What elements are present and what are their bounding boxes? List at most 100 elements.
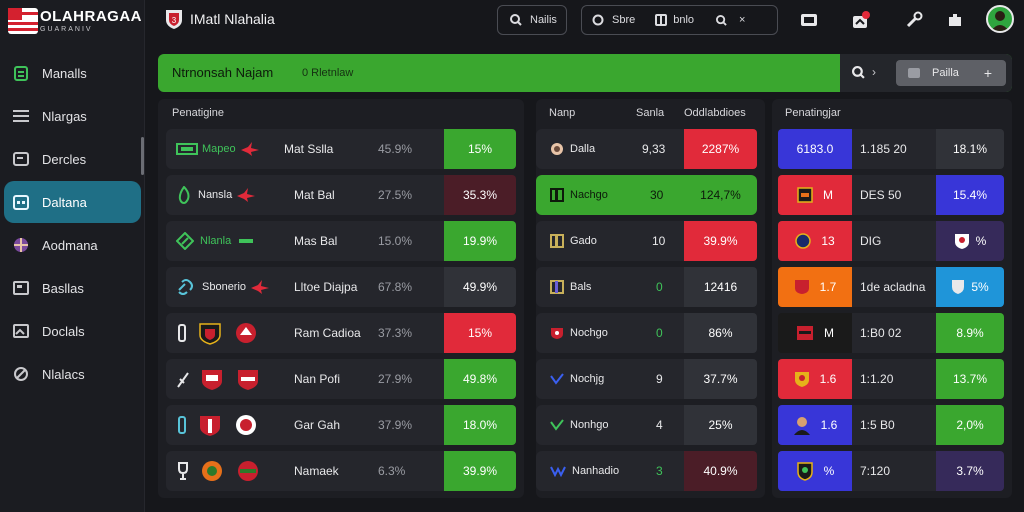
score-value: 30 (650, 188, 664, 202)
table-row[interactable]: 1.7 1de acladna 5% (778, 267, 1004, 307)
table-row[interactable]: M DES 50 15.4% (778, 175, 1004, 215)
sidebar-item-aodmana[interactable]: Aodmana (4, 224, 141, 266)
table-row[interactable]: Gado 10 39.9% (536, 221, 757, 261)
crest-logo-icon (200, 459, 224, 483)
table-row[interactable]: Nochjg 9 37.7% (536, 359, 757, 399)
check-icon (550, 419, 564, 431)
table-row[interactable]: Nanhadio 3 40.9% (536, 451, 757, 491)
odds-panel: Nanp Sanla Oddlabdioes Dalla 9,33 2287% … (536, 99, 765, 498)
table-row[interactable]: Ram Cadioa 37.3% 15% (166, 313, 516, 353)
crest-logo-icon (796, 325, 814, 341)
match-name: Mat Bal (294, 188, 335, 202)
table-row[interactable]: % 7:120 3.7% (778, 451, 1004, 491)
table-row[interactable]: Namaek 6.3% 39.9% (166, 451, 516, 491)
table-row[interactable]: 1.6 1:1.20 13.7% (778, 359, 1004, 399)
link-icon (176, 278, 196, 296)
crest-logo-icon (954, 232, 970, 250)
refresh-icon[interactable] (592, 14, 604, 26)
table-row[interactable]: Nonhgo 4 25% (536, 405, 757, 445)
sidebar-item-dercles[interactable]: Dercles (4, 138, 141, 180)
clipboard-icon (12, 64, 30, 82)
team-cell: Mapeo (176, 129, 260, 169)
score-value: 0 (656, 326, 663, 340)
search-button[interactable]: Nailis (497, 5, 567, 35)
shield-logo-icon: 3 (166, 10, 182, 29)
rank-value: 1.6 (819, 372, 837, 386)
odds-value: 27.5% (378, 188, 413, 202)
puzzle-icon-button[interactable] (943, 8, 967, 32)
brand-name: OLAHRAGAA (40, 8, 142, 25)
notification-icon-button[interactable] (849, 8, 873, 32)
rank-badge: 6183.0 (778, 129, 852, 169)
avatar[interactable] (986, 5, 1014, 33)
sidebar-item-basllas[interactable]: Basllas (4, 267, 141, 309)
table-row[interactable]: Sbonerio Lltoe Diajpa 67.8% 49.9% (166, 267, 516, 307)
toolbar-label-a[interactable]: Sbre (612, 14, 636, 26)
table-row[interactable]: Bals 0 12416 (536, 267, 757, 307)
rank-badge: M (778, 175, 852, 215)
image-icon (12, 322, 30, 340)
search-small-icon[interactable] (716, 14, 727, 26)
sidebar-item-label: Nlalacs (42, 366, 85, 382)
table-row[interactable]: Dalla 9,33 2287% (536, 129, 757, 169)
stat-label: 1.185 20 (860, 142, 907, 156)
percent-badge: 19.9% (444, 221, 516, 261)
team-cell: Nlanla (176, 221, 254, 261)
box-icon (908, 68, 920, 78)
shield-icon (550, 326, 564, 340)
crest-logo-icon (234, 413, 258, 437)
tv-icon-button[interactable] (797, 8, 821, 32)
team-name: Nachgo (570, 189, 608, 201)
sidebar-item-manalls[interactable]: Manalls (4, 52, 141, 94)
team-name: Bals (570, 281, 592, 293)
table-row[interactable]: 13 DIG % (778, 221, 1004, 261)
panel-title: Penatingjar (785, 107, 841, 119)
name-cell: Nonhgo (550, 405, 609, 445)
sidebar-item-label: Aodmana (42, 237, 98, 253)
team-cell (176, 313, 258, 353)
window-icon (550, 234, 564, 248)
table-row[interactable]: Nochgo 0 86% (536, 313, 757, 353)
column-header: Oddlabdioes (684, 107, 746, 119)
search-icon[interactable] (852, 66, 865, 79)
table-row[interactable]: Nan Pofi 27.9% 49.8% (166, 359, 516, 399)
plus-button[interactable]: + (983, 65, 992, 81)
table-row[interactable]: M 1:B0 02 8.9% (778, 313, 1004, 353)
table-row[interactable]: Nansla Mat Bal 27.5% 35.3% (166, 175, 516, 215)
sidebar-item-nlalacs[interactable]: Nlalacs (4, 353, 141, 395)
sidebar-item-doclals[interactable]: Doclals (4, 310, 141, 352)
table-row[interactable]: Nachgo 30 124,7% (536, 175, 757, 215)
table-row[interactable]: Nlanla Mas Bal 15.0% 19.9% (166, 221, 516, 261)
percent-badge: 2287% (684, 129, 757, 169)
rank-badge: % (778, 451, 852, 491)
sidebar-item-daltana[interactable]: Daltana (4, 181, 141, 223)
team-name: Nonhgo (570, 419, 609, 431)
match-name: Nan Pofi (294, 372, 341, 386)
odds-value: 37.3% (378, 326, 413, 340)
tools-icon-button[interactable] (902, 8, 926, 32)
table-row[interactable]: 1.6 1:5 B0 2,0% (778, 405, 1004, 445)
percent-badge: 15.4% (936, 175, 1004, 215)
brand-logo[interactable]: OLAHRAGAA GUARANIV (6, 4, 142, 40)
crest-logo-icon (198, 413, 222, 437)
score-value: 9,33 (642, 142, 666, 156)
team-name: Mapeo (202, 143, 236, 155)
percent-badge: 5% (936, 267, 1004, 307)
window-icon[interactable] (655, 14, 668, 26)
table-row[interactable]: 6183.0 1.185 20 18.1% (778, 129, 1004, 169)
header-action-button[interactable]: Pailla + (896, 60, 1006, 86)
crest-logo-icon (794, 370, 810, 388)
close-button[interactable]: × (739, 14, 746, 26)
caret-icon[interactable]: › (872, 65, 876, 79)
team-cell (176, 405, 258, 445)
match-name: Namaek (294, 464, 339, 478)
team-name: Nlanla (200, 235, 232, 247)
header-subtitle: 0 Rletnlaw (302, 67, 354, 79)
toolbar-label-b[interactable]: bnlo (673, 14, 695, 26)
rank-value: 1.6 (820, 418, 838, 432)
sidebar-item-label: Manalls (42, 65, 87, 81)
table-row[interactable]: Gar Gah 37.9% 18.0% (166, 405, 516, 445)
sidebar-item-nlargas[interactable]: Nlargas (4, 95, 141, 137)
table-row[interactable]: Mapeo Mat Sslla 45.9% 15% (166, 129, 516, 169)
sidebar-scrollbar[interactable] (141, 137, 144, 175)
